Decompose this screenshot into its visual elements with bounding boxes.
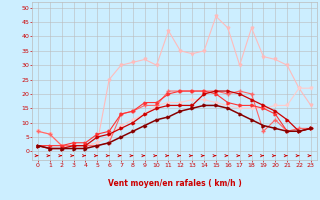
X-axis label: Vent moyen/en rafales ( km/h ): Vent moyen/en rafales ( km/h )	[108, 179, 241, 188]
